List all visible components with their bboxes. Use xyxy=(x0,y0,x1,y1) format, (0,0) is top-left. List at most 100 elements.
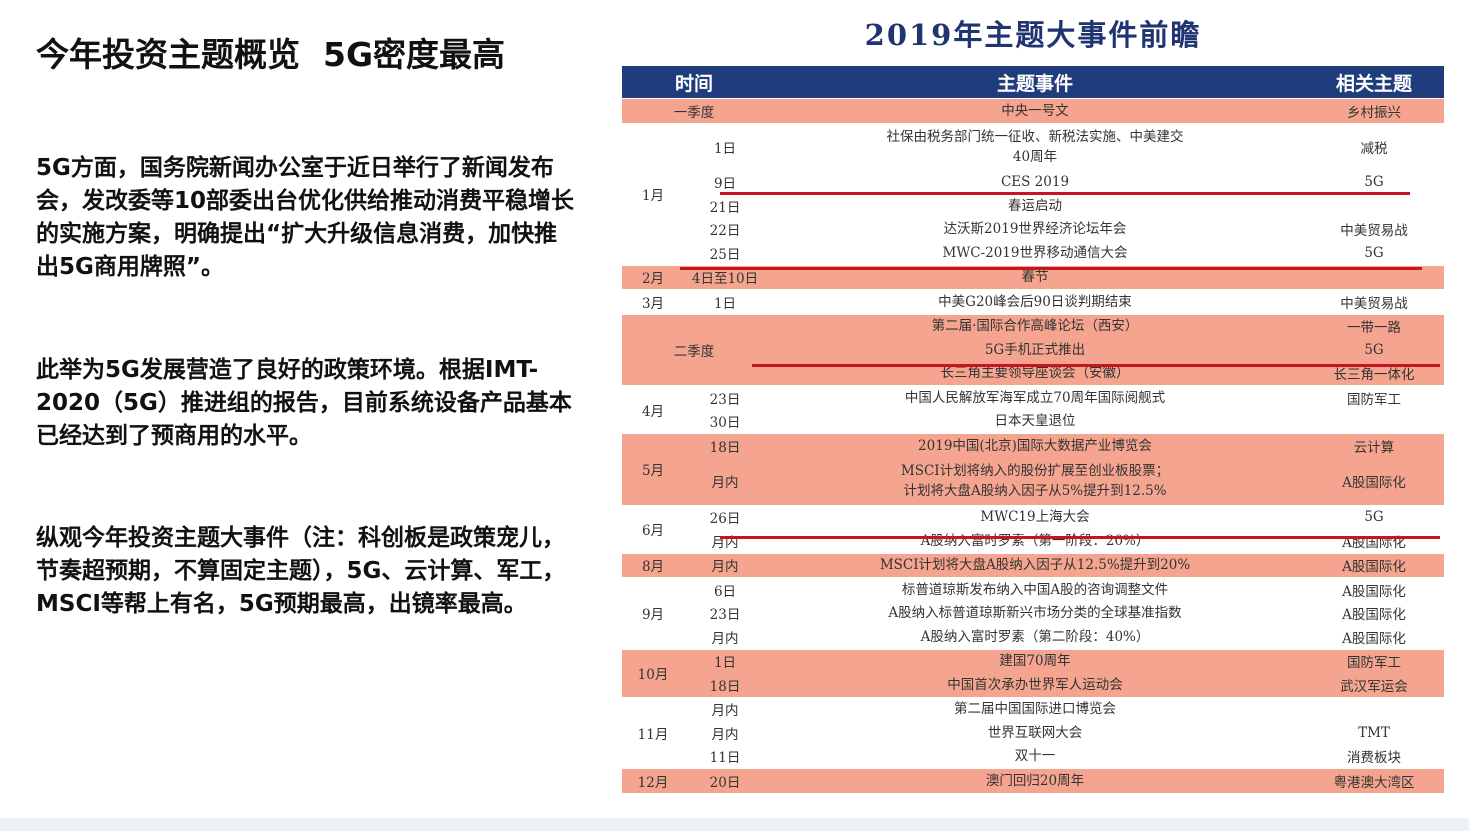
header-theme: 相关主题 xyxy=(1335,72,1412,95)
event-name: 中央一号文 xyxy=(1001,102,1069,119)
month-label: 1月 xyxy=(641,188,665,204)
table-row: 26日 MWC19上海大会 5G xyxy=(684,506,1444,530)
header-time: 时间 xyxy=(674,72,713,95)
table-row: 20日 澳门回归20周年 粤港澳大湾区 xyxy=(684,769,1444,793)
event-date: 30日 xyxy=(709,415,741,432)
paragraph-5g-policy: 5G方面，国务院新闻办公室于近日举行了新闻发布会，发改委等10部委出台优化供给推… xyxy=(36,155,575,280)
highlight-underline xyxy=(720,192,1410,195)
header-event: 主题事件 xyxy=(996,72,1073,95)
event-date: 20日 xyxy=(709,774,741,791)
footer-strip xyxy=(0,818,1469,831)
table-row: 1日 建国70周年 国防军工 xyxy=(684,650,1444,674)
event-theme: 长三角一体化 xyxy=(1333,367,1415,384)
event-theme: 中美贸易战 xyxy=(1340,223,1408,240)
slide-title: 今年投资主题概览 5G密度最高 xyxy=(36,35,506,74)
table-group: 8月 月内 MSCI计划将大盘A股纳入因子从12.5%提升到20% A股国际化 xyxy=(622,552,1444,578)
event-name: A股纳入富时罗素（第一阶段：20%） xyxy=(920,532,1150,549)
table-row: 18日 中国首次承办世界军人运动会 武汉军运会 xyxy=(684,673,1444,697)
event-name: 春运启动 xyxy=(1008,197,1062,214)
event-name: A股纳入标普道琼斯新兴市场分类的全球基准指数 xyxy=(888,605,1182,622)
event-name: 双十一 xyxy=(1014,748,1056,765)
table-row: 4日至10日 春节 xyxy=(684,266,1444,290)
event-theme: 5G xyxy=(1364,509,1384,526)
event-name: MWC19上海大会 xyxy=(980,509,1090,526)
event-name: 日本天皇退位 xyxy=(994,413,1076,430)
highlight-underline xyxy=(720,536,1440,539)
event-theme: A股国际化 xyxy=(1342,583,1406,600)
event-date: 23日 xyxy=(709,391,741,408)
month-label: 11月 xyxy=(637,726,669,743)
event-name: MWC-2019世界移动通信大会 xyxy=(942,244,1128,261)
event-name: CES 2019 xyxy=(1000,174,1070,191)
event-name: 第二届中国国际进口博览会 xyxy=(954,701,1116,718)
event-date: 6日 xyxy=(713,583,737,600)
table-row: 25日 MWC-2019世界移动通信大会 5G xyxy=(684,241,1444,265)
table-row: 月内 A股纳入富时罗素（第二阶段：40%） A股国际化 xyxy=(684,625,1444,649)
event-name: 世界互联网大会 xyxy=(987,724,1083,741)
table-group: 5月 18日 2019中国(北京)国际大数据产业博览会 云计算 月内 MSCI计划将纳入的… xyxy=(622,433,1444,505)
event-theme: 中美贸易战 xyxy=(1340,295,1408,312)
table-row: 月内 MSCI计划将大盘A股纳入因子从12.5%提升到20% A股国际化 xyxy=(684,554,1444,578)
table-header: 时间 主题事件 相关主题 xyxy=(622,66,1444,98)
event-name: 建国70周年 xyxy=(999,653,1071,670)
table-group: 3月 1日 中美G20峰会后90日谈判期结束 中美贸易战 xyxy=(622,289,1444,314)
event-date: 18日 xyxy=(709,439,741,456)
event-date: 4日至10日 xyxy=(691,271,759,288)
event-name: 社保由税务部门统一征收、新税法实施、中美建交 40周年 xyxy=(886,129,1184,165)
event-name: 5G手机正式推出 xyxy=(984,341,1086,358)
event-theme: A股国际化 xyxy=(1342,607,1406,624)
quarter-label: 二季度 xyxy=(673,343,715,360)
event-name: 澳门回归20周年 xyxy=(985,772,1085,789)
paragraph-imt2020: 此举为5G发展营造了良好的政策环境。根据IMT-2020（5G）推进组的报告，目… xyxy=(36,357,572,449)
event-theme: 减税 xyxy=(1360,141,1388,157)
event-theme: 国防军工 xyxy=(1347,391,1401,408)
event-name: A股纳入富时罗素（第二阶段：40%） xyxy=(920,628,1150,645)
table-group: 11月 月内 第二届中国国际进口博览会 月内 世界互联网大会 TMT 11日 双十一 消费板块 xyxy=(622,696,1444,769)
month-label: 9月 xyxy=(641,607,665,624)
event-theme: 5G xyxy=(1364,174,1384,191)
table-row: 第二届·国际合作高峰论坛（西安） 一带一路 xyxy=(766,315,1444,339)
table-group: 1月 1日 社保由税务部门统一征收、新税法实施、中美建交 40周年 减税 9日 CES 2… xyxy=(622,122,1444,265)
event-theme: 国防军工 xyxy=(1347,655,1401,672)
event-theme: 5G xyxy=(1364,244,1384,261)
table-row: 23日 A股纳入标普道琼斯新兴市场分类的全球基准指数 A股国际化 xyxy=(684,602,1444,626)
event-date: 月内 xyxy=(711,475,739,491)
paragraph-summary: 纵观今年投资主题大事件（注：科创板是政策宠儿，节奏超预期，不算固定主题），5G、… xyxy=(36,525,566,617)
month-label: 8月 xyxy=(641,559,665,576)
highlight-underline xyxy=(752,364,1440,367)
table-row: 1日 社保由税务部门统一征收、新税法实施、中美建交 40周年 减税 xyxy=(684,124,1444,171)
month-label: 5月 xyxy=(641,463,665,480)
event-name: 春节 xyxy=(1021,269,1049,286)
table-body: 一季度 中央一号文 乡村振兴 1月 1日 社保由税务部门统一征收、新税法实施、中美建交 4… xyxy=(622,98,1444,793)
table-row: 9日 CES 2019 5G xyxy=(684,171,1444,195)
event-date: 月内 xyxy=(711,559,739,576)
table-row: 30日 日本天皇退位 xyxy=(684,410,1444,434)
table-row: 月内 第二届中国国际进口博览会 xyxy=(684,698,1444,722)
event-theme: 一带一路 xyxy=(1347,320,1401,337)
quarter-label: 一季度 xyxy=(673,104,715,121)
event-theme: A股国际化 xyxy=(1342,534,1406,551)
event-date: 月内 xyxy=(711,726,739,743)
event-theme: A股国际化 xyxy=(1342,475,1406,491)
table-group: 4月 23日 中国人民解放军海军成立70周年国际阅舰式 国防军工 30日 日本天皇退位 xyxy=(622,385,1444,433)
month-label: 3月 xyxy=(641,295,665,312)
event-theme: 云计算 xyxy=(1353,439,1395,456)
event-date: 1日 xyxy=(713,141,737,157)
event-theme: 武汉军运会 xyxy=(1340,678,1408,695)
event-name: 达沃斯2019世界经济论坛年会 xyxy=(943,221,1127,238)
event-date: 11日 xyxy=(709,750,741,767)
event-date: 25日 xyxy=(709,246,741,263)
event-theme: A股国际化 xyxy=(1342,630,1406,647)
month-label: 10月 xyxy=(637,667,669,683)
table-row: 11日 双十一 消费板块 xyxy=(684,745,1444,769)
table-row: 21日 春运启动 xyxy=(684,194,1444,218)
highlight-underline xyxy=(680,267,1422,270)
event-date: 1日 xyxy=(713,655,737,672)
event-date: 22日 xyxy=(709,223,741,240)
table-row: 中央一号文 乡村振兴 xyxy=(766,99,1444,123)
month-label: 2月 xyxy=(641,271,665,288)
month-label: 12月 xyxy=(637,774,669,791)
event-theme: TMT xyxy=(1358,724,1390,741)
event-name: MSCI计划将大盘A股纳入因子从12.5%提升到20% xyxy=(879,557,1191,574)
event-name: 2019中国(北京)国际大数据产业博览会 xyxy=(918,437,1152,454)
